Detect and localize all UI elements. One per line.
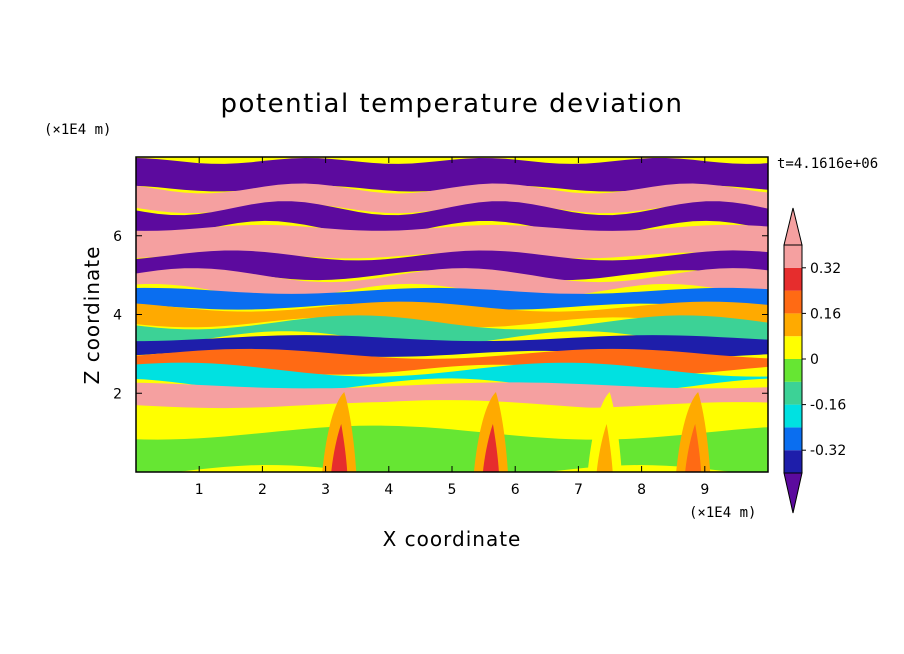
x-tick-label: 3 — [321, 482, 330, 498]
contour-band — [136, 158, 768, 192]
plot-area — [136, 157, 768, 472]
colorbar-over-triangle — [783, 207, 803, 246]
colorbar-swatch — [784, 427, 802, 451]
y-unit-label: (×1E4 m) — [44, 122, 111, 138]
contour-band — [136, 315, 768, 346]
colorbar-swatch — [784, 404, 802, 428]
x-tick-label: 2 — [258, 482, 267, 498]
colorbar-under-triangle — [783, 472, 803, 514]
plume-core — [685, 424, 702, 472]
chart-title: potential temperature deviation — [221, 89, 684, 119]
contour-band — [136, 287, 768, 310]
colorbar-label: -0.32 — [810, 443, 846, 459]
colorbar-swatch — [784, 245, 802, 268]
contour-band — [136, 183, 768, 214]
y-axis-label: Z coordinate — [80, 246, 104, 385]
x-tick-label: 7 — [574, 482, 583, 498]
y-tick-label: 6 — [113, 229, 122, 245]
y-tick-label: 4 — [113, 308, 122, 324]
time-label: t=4.1616e+06 — [777, 156, 878, 172]
x-axis-ticks: 1 2 3 4 5 6 7 8 9 — [195, 157, 709, 498]
x-unit-label: (×1E4 m) — [689, 505, 756, 521]
x-tick-label: 9 — [700, 482, 709, 498]
plume-core — [482, 424, 499, 472]
colorbar-label: 0.32 — [810, 261, 841, 277]
plume-core — [331, 424, 348, 472]
x-tick-label: 1 — [195, 482, 204, 498]
colorbar-swatch — [784, 359, 802, 382]
contour-band — [136, 250, 768, 281]
x-tick-label: 5 — [448, 482, 457, 498]
colorbar: 0.32 0.16 0 -0.16 -0.32 — [783, 207, 846, 514]
x-tick-label: 6 — [511, 482, 520, 498]
colorbar-swatch — [784, 381, 802, 405]
y-tick-label: 2 — [113, 386, 122, 402]
x-axis-label: X coordinate — [383, 527, 522, 551]
contour-band — [136, 201, 768, 235]
contour-band — [136, 224, 768, 259]
y-axis-ticks: 2 4 6 — [113, 229, 768, 402]
colorbar-swatch — [784, 336, 802, 359]
colorbar-label: 0 — [810, 352, 819, 368]
colorbar-label: 0.16 — [810, 306, 841, 322]
colorbar-swatch — [784, 313, 802, 337]
colorbar-label: -0.16 — [810, 398, 846, 414]
plume-core — [596, 424, 613, 472]
colorbar-swatch — [784, 450, 802, 473]
x-tick-label: 4 — [384, 482, 393, 498]
contour-band — [136, 301, 768, 328]
colorbar-swatch — [784, 290, 802, 314]
contour-band — [136, 362, 768, 393]
contour-band — [136, 268, 768, 298]
x-tick-label: 8 — [637, 482, 646, 498]
colorbar-swatch — [784, 267, 802, 291]
